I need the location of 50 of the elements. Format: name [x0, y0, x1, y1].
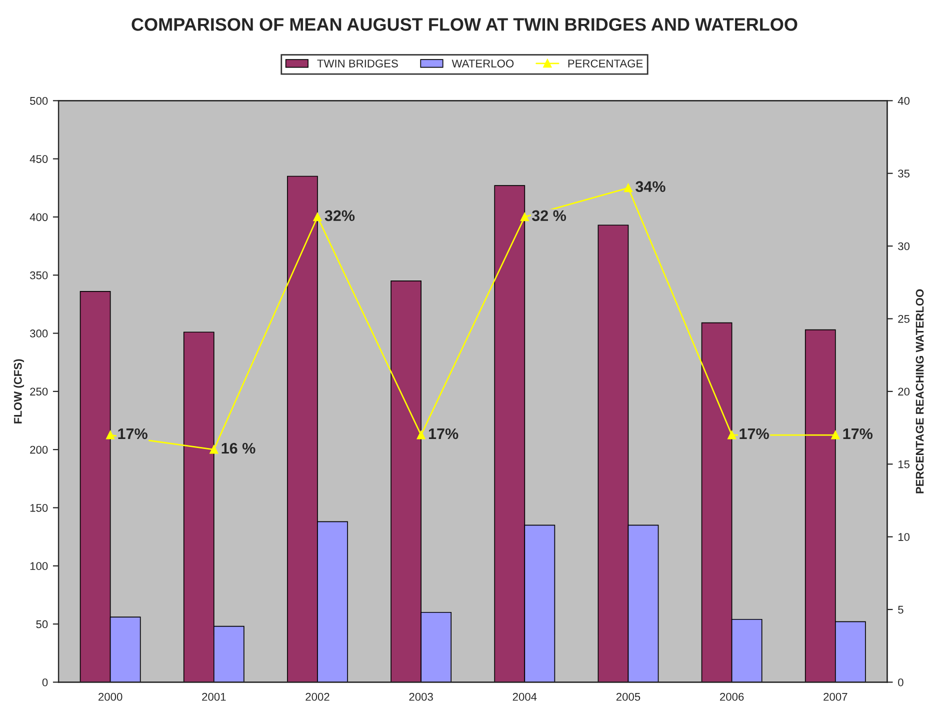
- point: [106, 430, 114, 440]
- y-tick-label: 150: [30, 504, 48, 512]
- x-tick-label: 2005: [616, 692, 640, 701]
- x-tick-label: 2007: [824, 692, 848, 701]
- y-tick-label: 450: [30, 155, 48, 163]
- x-tick-label: 2004: [512, 692, 537, 701]
- data-label: 16 %: [222, 442, 256, 454]
- y-tick-label: 0: [42, 678, 48, 686]
- x-tick-label: 2006: [720, 692, 744, 701]
- point: [728, 430, 736, 440]
- data-label: 17%: [118, 428, 148, 440]
- y-tick-label: 250: [30, 388, 48, 396]
- data-label: 32 %: [532, 210, 566, 222]
- x-tick-label: 2001: [202, 692, 226, 701]
- y-tick-label: 350: [30, 271, 48, 280]
- data-label: 17%: [740, 428, 769, 440]
- point: [520, 212, 529, 222]
- y2-tick-label: 5: [898, 606, 904, 614]
- point: [210, 445, 218, 454]
- y-axis-title: FLOW (CFS): [14, 359, 24, 424]
- y-tick-label: 300: [30, 330, 48, 338]
- y2-tick-label: 20: [898, 388, 910, 396]
- x-tick-label: 2002: [306, 692, 330, 701]
- point: [313, 212, 322, 222]
- legend-label: TWIN BRIDGES: [317, 60, 398, 68]
- y2-tick-label: 40: [898, 96, 910, 105]
- legend-label: PERCENTAGE: [568, 60, 643, 68]
- y-tick-label: 100: [30, 562, 48, 570]
- y-tick-label: 200: [30, 446, 48, 454]
- y-tick-label: 500: [30, 96, 48, 105]
- y2-axis-title: PERCENTAGE REACHING WATERLOO: [916, 289, 924, 494]
- chart-title: COMPARISON OF MEAN AUGUST FLOW AT TWIN BRIDGES AND WATERLOO: [132, 18, 798, 31]
- y-tick-label: 400: [30, 213, 48, 222]
- data-label: 34%: [636, 181, 666, 192]
- x-tick-label: 2000: [98, 692, 122, 701]
- point: [831, 430, 840, 440]
- y2-tick-label: 15: [898, 460, 910, 468]
- point: [624, 184, 632, 192]
- y2-tick-label: 35: [898, 170, 910, 178]
- data-label: 32%: [324, 210, 355, 222]
- x-tick-label: 2003: [409, 692, 433, 701]
- data-label: 17%: [843, 428, 873, 440]
- y2-tick-label: 30: [898, 242, 910, 250]
- legend-label: WATERLOO: [452, 60, 514, 68]
- y2-tick-label: 25: [898, 315, 910, 323]
- y2-tick-label: 0: [898, 678, 904, 686]
- data-label: 17%: [428, 428, 458, 440]
- y2-tick-label: 10: [898, 533, 910, 541]
- y-tick-label: 50: [36, 620, 48, 628]
- point: [416, 430, 426, 440]
